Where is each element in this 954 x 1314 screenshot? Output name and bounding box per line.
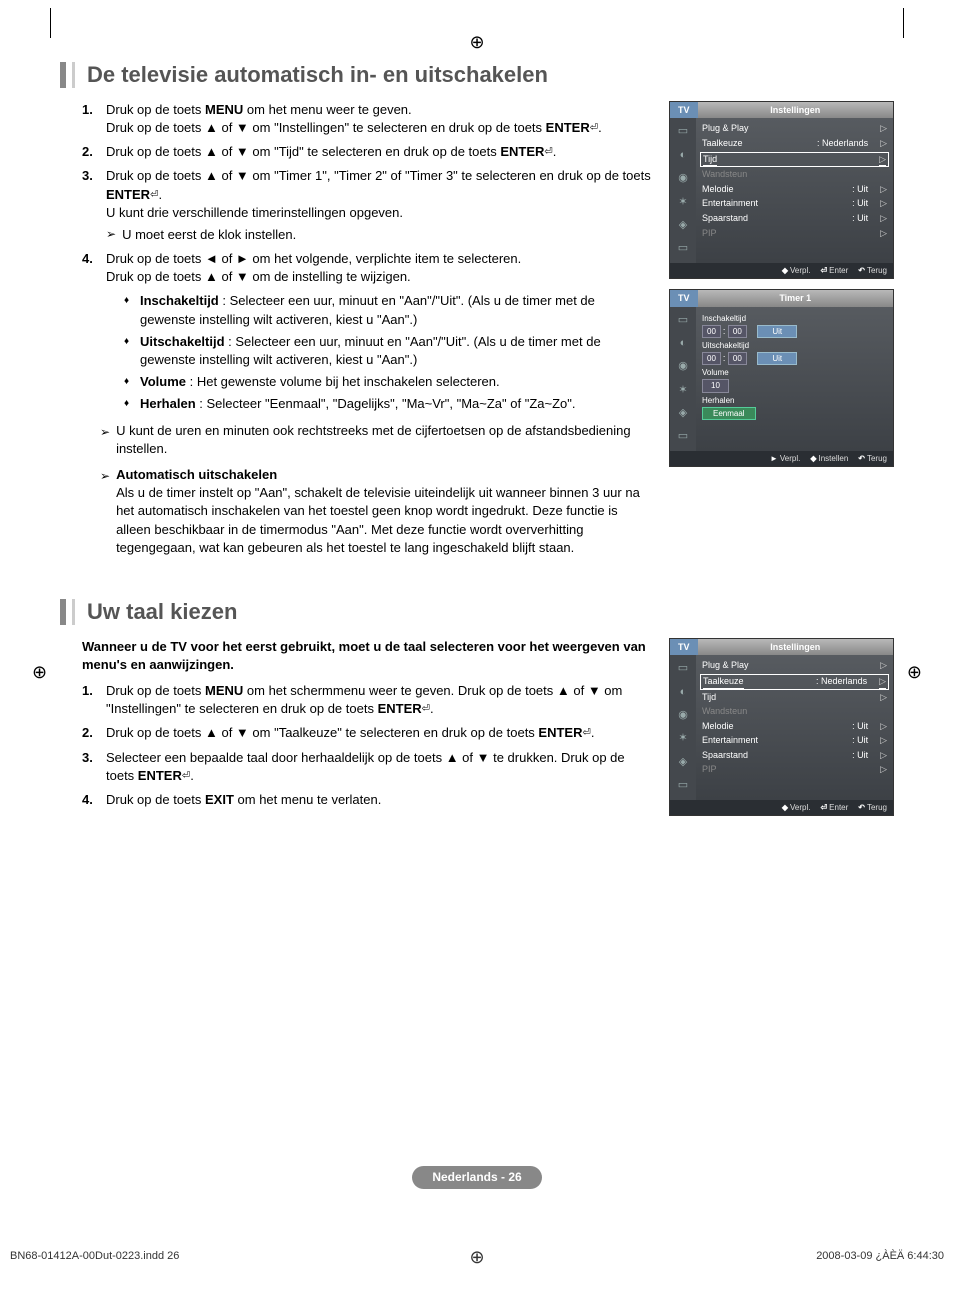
- osd-menu-row: PIP▷: [702, 227, 887, 240]
- step-item: Druk op de toets MENU om het menu weer t…: [82, 101, 651, 137]
- registration-mark-icon: ⊕: [469, 1245, 484, 1270]
- osd-title: Instellingen: [698, 639, 893, 656]
- section-auto-power: De televisie automatisch in- en uitschak…: [60, 60, 894, 557]
- osd-menu-row: Melodie: Uit▷: [702, 720, 887, 733]
- step-item: Druk op de toets EXIT om het menu te ver…: [82, 791, 651, 809]
- osd-menu-row: Wandsteun: [702, 168, 887, 181]
- section-title: De televisie automatisch in- en uitschak…: [87, 60, 548, 91]
- step-item: Druk op de toets MENU om het schermmenu …: [82, 682, 651, 718]
- bullet-item: Volume : Het gewenste volume bij het ins…: [124, 373, 651, 391]
- osd-sidebar-icons: ▭◐◉✶◈▭: [670, 307, 696, 451]
- page-number-badge: Nederlands - 26: [412, 1166, 542, 1189]
- page-content: De televisie automatisch in- en uitschak…: [0, 0, 954, 1249]
- osd-timer1: TV Timer 1 ▭◐◉✶◈▭ Inschakeltijd 00: 00: [669, 289, 894, 467]
- step-item: Druk op de toets ◄ of ► om het volgende,…: [82, 250, 651, 286]
- osd-tv-tab: TV: [670, 290, 698, 307]
- osd-menu-row: Taalkeuze: Nederlands▷: [700, 674, 889, 690]
- step-item: Druk op de toets ▲ of ▼ om "Tijd" te sel…: [82, 143, 651, 161]
- osd-footer: ►Verpl. ◆Instellen ↶Terug: [670, 451, 893, 466]
- note-auto-off: ➢ Automatisch uitschakelen Als u de time…: [100, 466, 651, 557]
- osd-sidebar-icons: ▭◐◉✶◈▭: [670, 655, 696, 799]
- section-header: De televisie automatisch in- en uitschak…: [60, 60, 894, 91]
- osd-menu-row: Plug & Play▷: [702, 659, 887, 672]
- osd-menu-row: Tijd▷: [702, 691, 887, 704]
- note-direct-entry: ➢ U kunt de uren en minuten ook rechtstr…: [100, 422, 651, 458]
- osd-menu-row: Entertainment: Uit▷: [702, 197, 887, 210]
- print-timestamp: 2008-03-09 ¿ÀÈÄ 6:44:30: [816, 1249, 944, 1264]
- osd-menu-row: Plug & Play▷: [702, 122, 887, 135]
- intro-text: Wanneer u de TV voor het eerst gebruikt,…: [82, 638, 651, 674]
- osd-tv-tab: TV: [670, 639, 698, 656]
- osd-sidebar-icons: ▭◐◉✶◈▭: [670, 118, 696, 262]
- osd-title: Timer 1: [698, 290, 893, 307]
- osd-menu-row: Tijd▷: [700, 152, 889, 168]
- step-item: Druk op de toets ▲ of ▼ om "Timer 1", "T…: [82, 167, 651, 244]
- step-item: Selecteer een bepaalde taal door herhaal…: [82, 749, 651, 785]
- bullet-item: Uitschakeltijd : Selecteer een uur, minu…: [124, 333, 651, 369]
- osd-instellingen-tijd: TV Instellingen ▭◐◉✶◈▭ Plug & Play▷ Taalk…: [669, 101, 894, 279]
- osd-footer: ◆Verpl. ⏎Enter ↶Terug: [670, 263, 893, 278]
- osd-menu-row: Taalkeuze: Nederlands▷: [702, 137, 887, 150]
- osd-instellingen-taal: TV Instellingen ▭◐◉✶◈▭ Plug & Play▷ Taalk…: [669, 638, 894, 816]
- osd-menu-row: Spaarstand: Uit▷: [702, 212, 887, 225]
- arrow-icon: ➢: [106, 226, 116, 244]
- arrow-icon: ➢: [100, 468, 110, 557]
- steps-list: Druk op de toets MENU om het menu weer t…: [82, 101, 651, 287]
- osd-tv-tab: TV: [670, 102, 698, 119]
- osd-title: Instellingen: [698, 102, 893, 119]
- osd-menu-row: Wandsteun: [702, 705, 887, 718]
- steps-list: Druk op de toets MENU om het schermmenu …: [82, 682, 651, 809]
- osd-footer: ◆Verpl. ⏎Enter ↶Terug: [670, 800, 893, 815]
- print-footer: BN68-01412A-00Dut-0223.indd 26 ⊕ 2008-03…: [0, 1249, 954, 1278]
- osd-menu-row: PIP▷: [702, 763, 887, 776]
- section-language: Uw taal kiezen Wanneer u de TV voor het …: [60, 597, 894, 826]
- print-filename: BN68-01412A-00Dut-0223.indd 26: [10, 1249, 179, 1264]
- arrow-icon: ➢: [100, 424, 110, 458]
- osd-menu-row: Melodie: Uit▷: [702, 183, 887, 196]
- bullet-item: Herhalen : Selecteer "Eenmaal", "Dagelij…: [124, 395, 651, 413]
- section-title: Uw taal kiezen: [87, 597, 237, 628]
- bullet-item: Inschakeltijd : Selecteer een uur, minuu…: [124, 292, 651, 328]
- step-item: Druk op de toets ▲ of ▼ om "Taalkeuze" t…: [82, 724, 651, 742]
- osd-menu-row: Spaarstand: Uit▷: [702, 749, 887, 762]
- bullet-list: Inschakeltijd : Selecteer een uur, minuu…: [82, 292, 651, 413]
- section-header: Uw taal kiezen: [60, 597, 894, 628]
- osd-menu-row: Entertainment: Uit▷: [702, 734, 887, 747]
